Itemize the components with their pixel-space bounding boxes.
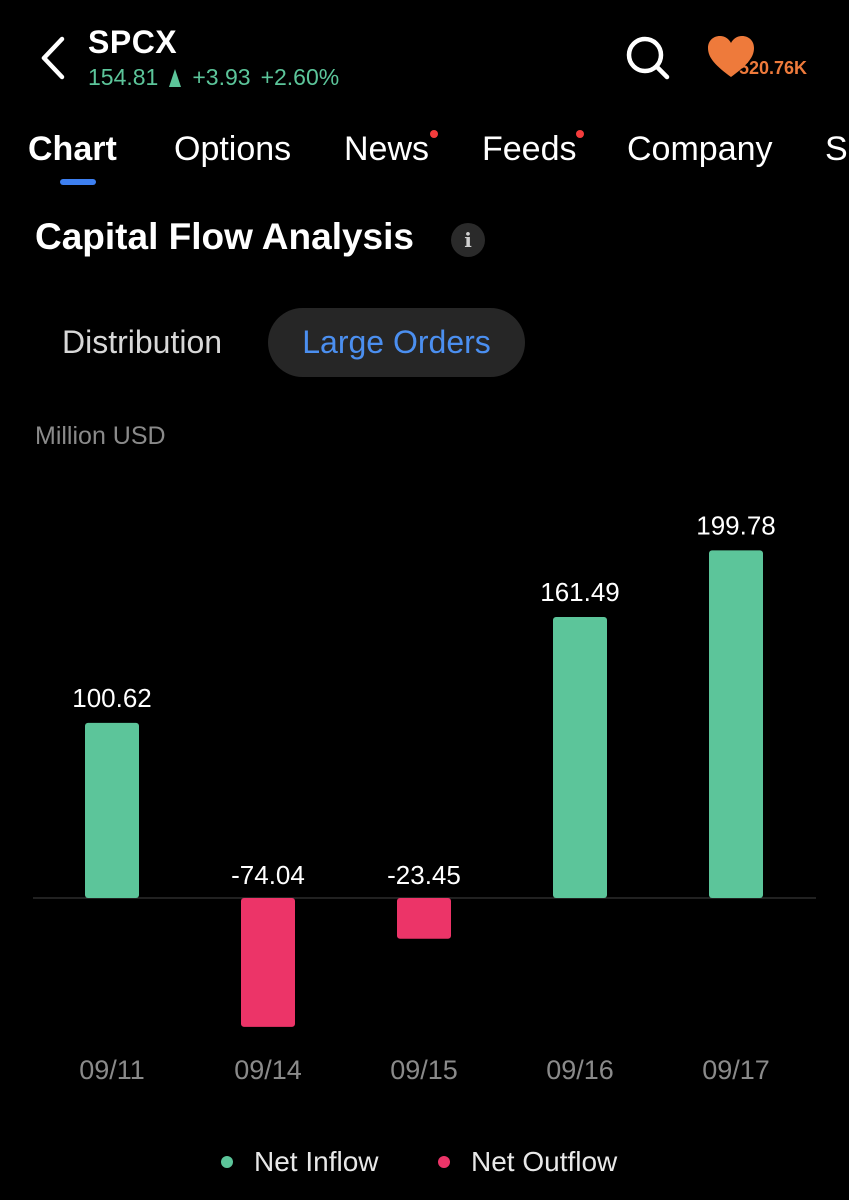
tab-feeds[interactable]: Feeds (482, 130, 577, 168)
price-change-pct: +2.60% (260, 64, 340, 90)
data-label: -74.04 (231, 860, 305, 890)
x-tick-label: 09/15 (390, 1055, 458, 1085)
tab-more[interactable]: Sa (825, 130, 849, 168)
feeds-notification-dot (576, 130, 584, 138)
data-label: 199.78 (696, 510, 776, 540)
bar-09-17[interactable] (709, 550, 763, 898)
tab-bar: Chart Options News Feeds Company Sa (0, 122, 849, 192)
bar-09-15[interactable] (397, 898, 451, 939)
chart-legend: Net Inflow Net Outflow (0, 1146, 849, 1186)
search-button[interactable] (622, 32, 674, 84)
last-price: 154.81 (88, 64, 159, 90)
bar-09-14[interactable] (241, 898, 295, 1027)
tab-options[interactable]: Options (174, 130, 292, 168)
segment-large-orders[interactable]: Large Orders (268, 308, 525, 377)
tab-news[interactable]: News (344, 130, 430, 168)
data-label: 161.49 (540, 577, 620, 607)
news-notification-dot (430, 130, 438, 138)
chevron-left-icon (41, 36, 65, 80)
bar-chart-svg: 100.62 09/11 -74.04 09/14 -23.45 09/15 161.49 0… (33, 510, 816, 1085)
back-button[interactable] (28, 30, 78, 86)
data-label: 100.62 (72, 683, 152, 713)
legend-net-outflow: Net Outflow (438, 1146, 617, 1178)
legend-net-inflow: Net Inflow (221, 1146, 379, 1178)
bar-09-16[interactable] (553, 617, 607, 898)
chart-unit-label: Million USD (35, 422, 166, 450)
favorites-count: 520.76K (739, 58, 808, 78)
active-tab-indicator (60, 179, 96, 185)
heart-icon (708, 36, 754, 77)
capital-flow-chart: 100.62 09/11 -74.04 09/14 -23.45 09/15 161.49 0… (0, 460, 849, 1100)
segment-distribution[interactable]: Distribution (62, 324, 223, 360)
price-quote: 154.81 +3.93 +2.60% (88, 64, 339, 91)
watchlist-button[interactable]: 520.76K (706, 34, 832, 86)
arrow-up-icon (169, 68, 182, 87)
legend-label-inflow: Net Inflow (254, 1146, 379, 1177)
legend-label-outflow: Net Outflow (471, 1146, 618, 1177)
tab-company[interactable]: Company (627, 130, 773, 168)
data-label: -23.45 (387, 860, 461, 890)
x-tick-label: 09/14 (234, 1055, 302, 1085)
bar-09-11[interactable] (85, 722, 139, 898)
x-tick-label: 09/17 (702, 1055, 770, 1085)
search-icon (626, 36, 670, 80)
section-title: Capital Flow Analysis (35, 216, 414, 257)
info-icon[interactable]: i (451, 223, 485, 257)
x-tick-label: 09/16 (546, 1055, 614, 1085)
legend-dot-inflow (221, 1156, 233, 1168)
x-tick-label: 09/11 (79, 1055, 145, 1085)
ticker-symbol: SPCX (88, 24, 178, 60)
price-change: +3.93 (192, 64, 251, 90)
legend-dot-outflow (438, 1156, 450, 1168)
tab-chart[interactable]: Chart (28, 130, 117, 168)
